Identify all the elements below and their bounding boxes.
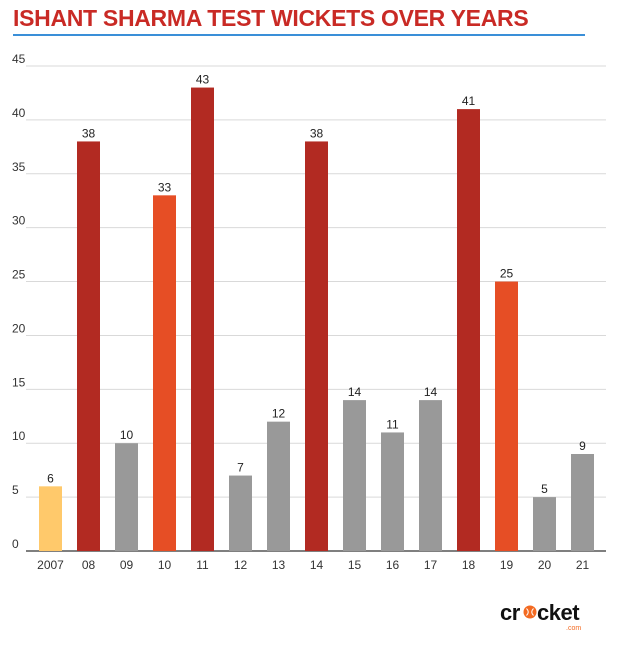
y-axis-ticks: 0 5 10 15 20 25 30 35 40 45 [12,52,26,551]
x-tick-label: 16 [386,558,400,572]
bar-16 [381,432,404,551]
bar-14 [305,141,328,551]
data-label: 5 [541,482,548,496]
x-tick-label: 18 [462,558,476,572]
bar-09 [115,443,138,551]
data-labels: 6 38 10 33 43 7 12 38 14 11 14 41 25 5 9 [47,73,586,497]
svg-text:cket: cket [537,600,580,625]
x-tick-label: 15 [348,558,362,572]
x-tick-label: 21 [576,558,590,572]
logo-ball-icon [523,605,537,619]
bar-11 [191,87,214,552]
x-tick-label: 19 [500,558,514,572]
data-label: 14 [348,385,362,399]
data-label: 33 [158,180,172,194]
x-tick-label: 12 [234,558,248,572]
bar-17 [419,400,442,551]
data-label: 12 [272,407,286,421]
data-label: 25 [500,267,514,281]
x-tick-label: 20 [538,558,552,572]
y-tick-label: 35 [12,160,26,174]
data-label: 14 [424,385,438,399]
data-label: 38 [310,126,324,140]
bars [39,87,594,552]
chart-title: ISHANT SHARMA TEST WICKETS OVER YEARS [13,5,529,31]
bar-13 [267,421,290,551]
y-tick-label: 30 [12,214,26,228]
y-tick-label: 0 [12,537,19,551]
bar-12 [229,475,252,551]
data-label: 38 [82,126,96,140]
y-tick-label: 15 [12,375,26,389]
data-label: 11 [386,417,399,431]
y-tick-label: 20 [12,321,26,335]
x-axis-ticks: 2007 08 09 10 11 12 13 14 15 16 17 18 19 20 21 [37,558,589,572]
bar-2007 [39,486,62,551]
x-tick-label: 14 [310,558,324,572]
x-tick-label: 08 [82,558,96,572]
data-label: 7 [237,461,244,475]
x-tick-label: 13 [272,558,286,572]
bar-15 [343,400,366,551]
svg-text:cr: cr [500,600,521,625]
data-label: 41 [462,94,476,108]
y-tick-label: 25 [12,268,26,282]
y-tick-label: 5 [12,483,19,497]
x-tick-label: 11 [196,558,209,572]
cricket-com-logo: cr cket .com [500,600,581,632]
data-label: 9 [579,439,586,453]
x-tick-label: 10 [158,558,172,572]
x-tick-label: 2007 [37,558,64,572]
svg-text:.com: .com [566,625,581,632]
data-label: 10 [120,428,134,442]
bar-chart: 6 38 10 33 43 7 12 38 14 11 14 41 25 5 9 0 5 10 15 20 25 30 3… [12,52,606,572]
y-tick-label: 40 [12,106,26,120]
x-tick-label: 09 [120,558,134,572]
data-label: 43 [196,73,210,87]
bar-18 [457,109,480,551]
y-tick-label: 45 [12,52,26,66]
data-label: 6 [47,471,54,485]
bar-19 [495,281,518,551]
bar-20 [533,497,556,551]
bar-10 [153,195,176,552]
title-underline [13,34,585,36]
x-tick-label: 17 [424,558,438,572]
bar-21 [571,454,594,551]
y-tick-label: 10 [12,429,26,443]
bar-08 [77,141,100,551]
